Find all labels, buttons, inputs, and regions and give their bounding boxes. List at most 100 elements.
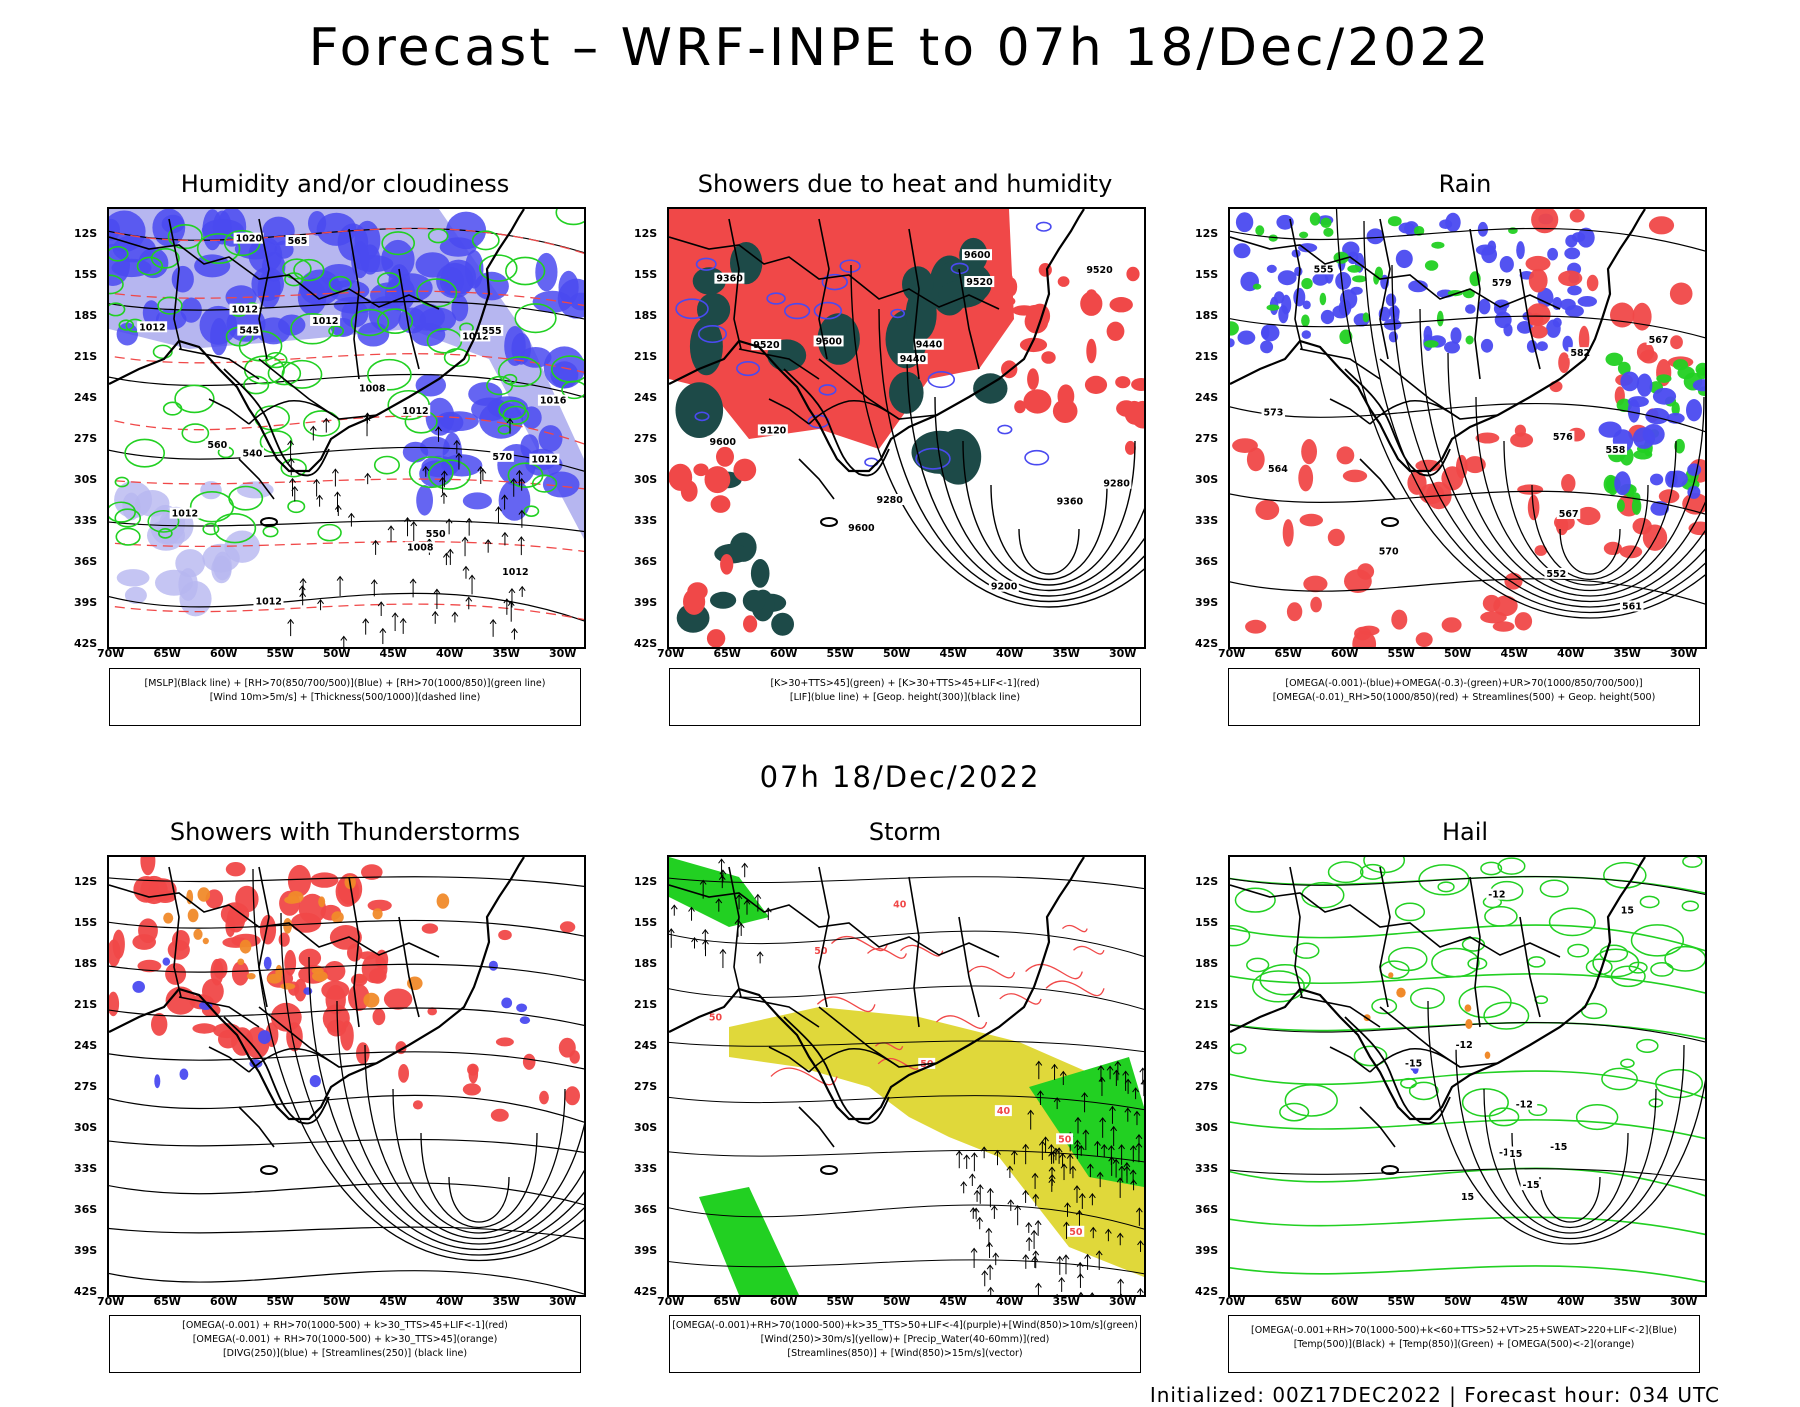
lon-label: 40W xyxy=(996,647,1024,660)
svg-text:570: 570 xyxy=(492,452,512,463)
legend-storm: [OMEGA(-0.001)+RH>70(1000-500)+k>35_TTS>… xyxy=(669,1315,1141,1373)
contour-label: 50 xyxy=(706,1011,724,1024)
lon-label: 50W xyxy=(883,647,911,660)
legend-line: [OMEGA(-0.001+RH>70(1000-500)+k<60+TTS>5… xyxy=(1251,1325,1677,1336)
svg-text:9520: 9520 xyxy=(753,340,780,351)
lat-label: 18S xyxy=(74,957,98,970)
svg-text:1008: 1008 xyxy=(407,543,434,554)
contour-label: 1012 xyxy=(253,595,284,607)
map-humidity-and-or-cloudiness[interactable]: 1012 1008 1012 1012 1012 1012 1008 1012 1016 1012… xyxy=(107,207,586,649)
svg-text:9200: 9200 xyxy=(991,582,1018,593)
lat-label: 42S xyxy=(634,1285,658,1298)
contour-label: 567 xyxy=(1646,334,1671,346)
lat-label: 33S xyxy=(1195,514,1219,527)
contour-label: 550 xyxy=(423,527,448,540)
contour-label: 9600 xyxy=(962,249,992,261)
lon-label: 50W xyxy=(323,647,351,660)
lat-label: 24S xyxy=(74,1039,98,1052)
svg-text:560: 560 xyxy=(207,440,227,451)
lat-label: 30S xyxy=(1195,473,1219,486)
legend-showers-with-thunderstorms: [OMEGA(-0.001) + RH>70(1000-500) + k>30_… xyxy=(109,1315,581,1373)
contour-label: 9280 xyxy=(1101,477,1132,490)
lat-label: 27S xyxy=(1195,1080,1219,1093)
lon-label: 50W xyxy=(323,1295,351,1308)
svg-text:555: 555 xyxy=(482,326,502,337)
lat-label: 27S xyxy=(1195,432,1219,445)
legend-line: [OMEGA(-0.01)_RH>50(1000/850)(red) + Str… xyxy=(1272,692,1656,703)
svg-text:50: 50 xyxy=(814,946,828,957)
map-storm[interactable]: 50 50 50 50 40 50 40 xyxy=(667,855,1146,1297)
lat-label: 12S xyxy=(74,227,98,240)
svg-text:-12: -12 xyxy=(1516,1100,1533,1111)
svg-text:1016: 1016 xyxy=(540,396,567,407)
lat-label: 33S xyxy=(74,514,98,527)
lat-label: 27S xyxy=(74,1080,98,1093)
lon-label: 70W xyxy=(657,1295,685,1308)
lat-label: 24S xyxy=(74,391,98,404)
svg-text:565: 565 xyxy=(288,236,308,247)
contour-label: -12 xyxy=(1513,1098,1538,1111)
svg-text:582: 582 xyxy=(1570,348,1590,359)
svg-text:555: 555 xyxy=(1314,264,1334,275)
lat-label: 39S xyxy=(1195,596,1219,609)
panel-title-rain: Rain xyxy=(1438,170,1492,198)
contour-label: 1012 xyxy=(529,453,560,466)
contour-label: 1008 xyxy=(405,541,436,554)
contour-label: 9440 xyxy=(913,338,944,351)
legend-line: [Temp(500)](Black) + [Temp(850)](Green) … xyxy=(1293,1339,1635,1350)
map-showers-with-thunderstorms[interactable] xyxy=(107,855,586,1297)
contour-label: 9200 xyxy=(988,580,1019,593)
contour-label: 9520 xyxy=(1084,264,1115,276)
lat-label: 24S xyxy=(634,1039,658,1052)
map-showers-due-to-heat-and-humidity[interactable]: 9600 9600 9600 9520 9600 9520 9520 9440 9440 9360… xyxy=(667,207,1146,649)
lon-label: 55W xyxy=(826,647,854,660)
lon-label: 65W xyxy=(1274,1295,1302,1308)
lon-label: 35W xyxy=(492,647,520,660)
lon-label: 70W xyxy=(1218,1295,1246,1308)
contour-label: 540 xyxy=(240,447,264,459)
contour-label: 1012 xyxy=(310,314,341,327)
lat-label: 18S xyxy=(634,957,658,970)
lon-label: 65W xyxy=(153,647,181,660)
lon-label: 30W xyxy=(1670,647,1698,660)
lon-label: 65W xyxy=(1274,647,1302,660)
lon-label: 60W xyxy=(1331,1295,1359,1308)
legend-line: [K>30+TTS>45](green) + [K>30+TTS>45+LIF<… xyxy=(770,678,1040,689)
contour-label: 573 xyxy=(1261,406,1286,419)
svg-text:1012: 1012 xyxy=(502,567,528,578)
svg-text:1012: 1012 xyxy=(231,305,257,316)
legend-humidity-and-or-cloudiness: [MSLP](Black line) + [RH>70(850/700/500)… xyxy=(109,668,581,726)
lon-label: 50W xyxy=(883,1295,911,1308)
lat-label: 21S xyxy=(1195,998,1219,1011)
svg-text:40: 40 xyxy=(893,899,907,910)
lon-label: 45W xyxy=(379,1295,407,1308)
lat-label: 39S xyxy=(634,596,658,609)
lat-label: 24S xyxy=(1195,391,1219,404)
contour-label: 555 xyxy=(1311,263,1336,275)
svg-text:1012: 1012 xyxy=(531,455,557,466)
lon-label: 30W xyxy=(1109,647,1137,660)
contour-label: 1012 xyxy=(400,404,431,417)
svg-text:9600: 9600 xyxy=(816,336,843,347)
lon-label: 30W xyxy=(1109,1295,1137,1308)
lon-label: 55W xyxy=(1387,1295,1415,1308)
lon-label: 35W xyxy=(1613,1295,1641,1308)
contour-label: 1012 xyxy=(229,303,260,316)
contour-label: 545 xyxy=(237,324,261,337)
legend-line: [DIVG(250)](blue) + [Streamlines(250)] (… xyxy=(222,1348,468,1359)
map-rain[interactable]: 582 579 576 573 570 567 564 561 558 555 552 567 xyxy=(1228,207,1707,649)
lon-label: 55W xyxy=(266,1295,294,1308)
lon-label: 35W xyxy=(1052,647,1080,660)
panel-title-hail: Hail xyxy=(1441,818,1489,846)
lat-label: 30S xyxy=(634,1121,658,1134)
lat-label: 15S xyxy=(634,916,658,929)
svg-text:15: 15 xyxy=(1509,1149,1522,1160)
lat-label: 21S xyxy=(634,350,658,363)
lat-label: 15S xyxy=(1195,916,1219,929)
contour-label: 576 xyxy=(1550,430,1575,443)
lon-label: 70W xyxy=(97,647,125,660)
legend-showers-due-to-heat-and-humidity: [K>30+TTS>45](green) + [K>30+TTS>45+LIF<… xyxy=(669,668,1141,726)
lat-label: 42S xyxy=(74,1285,98,1298)
lat-label: 18S xyxy=(74,309,98,322)
